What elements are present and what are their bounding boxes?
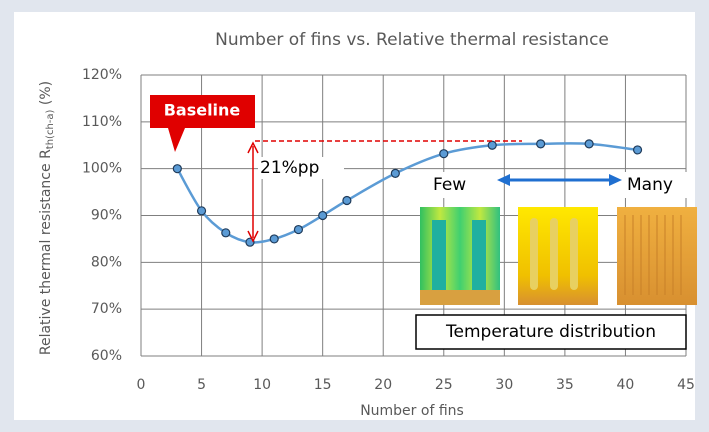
y-tick-label: 110% — [82, 114, 122, 130]
data-point — [439, 149, 449, 159]
x-axis-label: Number of fins — [360, 403, 464, 419]
y-tick-label: 90% — [91, 208, 122, 224]
data-point — [221, 228, 231, 238]
data-point — [269, 234, 279, 244]
x-tick-label: 5 — [197, 377, 206, 393]
data-point — [632, 145, 643, 155]
data-point — [293, 224, 304, 235]
y-label-main: Relative thermal resistance R — [38, 149, 54, 355]
data-point — [196, 206, 207, 216]
many-text: Many — [627, 175, 673, 195]
chart-title: Number of fins vs. Relative thermal resi… — [215, 30, 609, 50]
y-axis-label: Relative thermal resistance Rth(ch-a) (%… — [38, 81, 56, 355]
arrow-heads — [247, 141, 259, 243]
x-tick-label: 15 — [314, 377, 332, 393]
heatmap-mid — [518, 207, 598, 305]
diff-text: 21%pp — [260, 158, 319, 178]
heatmap-few — [420, 207, 500, 305]
y-label-unit: (%) — [38, 81, 54, 110]
x-tick-label: 25 — [435, 377, 453, 393]
x-tick-label: 20 — [374, 377, 392, 393]
label-bg — [430, 172, 482, 198]
y-tick-label: 100% — [82, 161, 122, 177]
y-tick-label: 60% — [91, 348, 122, 364]
y-tick-label: 80% — [91, 254, 122, 270]
data-point — [318, 210, 328, 221]
x-tick-label: 40 — [617, 377, 635, 393]
data-point — [487, 140, 497, 150]
label-bg — [624, 172, 690, 198]
x-tick-label: 35 — [556, 377, 574, 393]
baseline-callout — [150, 95, 255, 152]
x-tick-label: 0 — [137, 377, 146, 393]
data-point — [342, 195, 352, 206]
label-bg — [258, 157, 344, 179]
heatmap-many — [617, 207, 697, 305]
legend-box — [415, 314, 687, 350]
data-point — [172, 164, 182, 174]
x-tick-label: 10 — [253, 377, 271, 393]
x-tick-label: 30 — [495, 377, 513, 393]
arrow-heads — [497, 174, 622, 186]
baseline-text: Baseline — [164, 101, 241, 120]
data-point — [584, 139, 594, 149]
y-tick-label: 120% — [82, 67, 122, 83]
y-tick-label: 70% — [91, 301, 122, 317]
temperature-label: Temperature distribution — [445, 322, 656, 342]
x-tick-label: 45 — [677, 377, 695, 393]
few-text: Few — [433, 175, 466, 195]
data-point — [536, 139, 546, 149]
data-point — [390, 168, 400, 178]
y-label-sub: th(ch-a) — [45, 109, 56, 149]
